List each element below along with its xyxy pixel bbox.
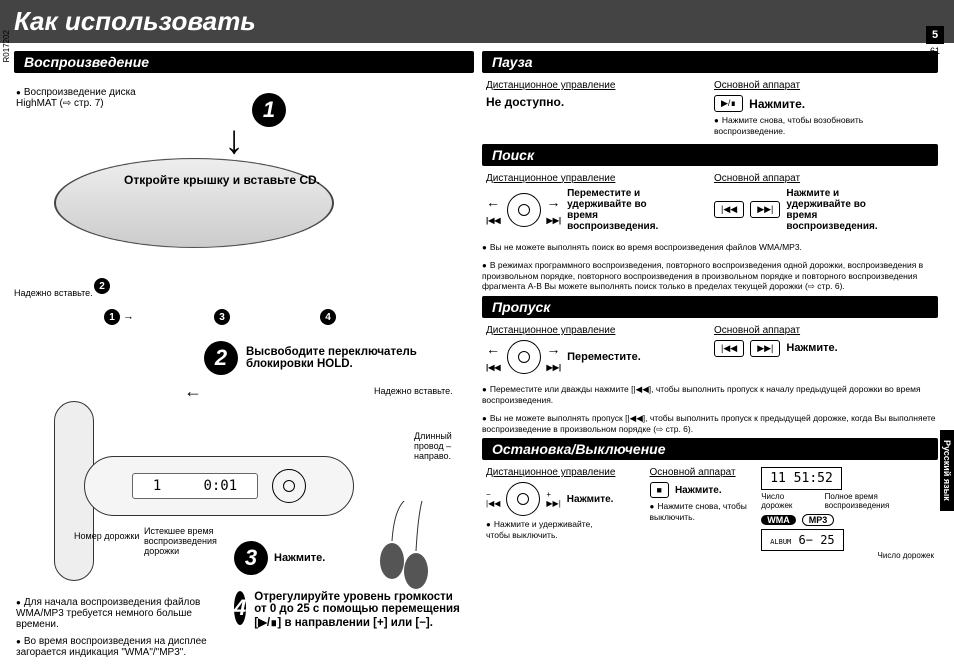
mp3-badge: MP3 xyxy=(802,514,835,526)
stop-header: Остановка/Выключение xyxy=(482,438,938,460)
album-value: 6− 25 xyxy=(799,533,835,547)
arrow-down-icon: ↓ xyxy=(224,118,244,163)
playback-header: Воспроизведение xyxy=(14,51,474,73)
pause-remote-text: Не доступно. xyxy=(486,95,706,109)
remote-col-h2: Дистанционное управление xyxy=(486,173,706,184)
insert-firmly2-label: Надежно вставьте. xyxy=(374,386,453,396)
total-time-label: Полное время воспроизведения xyxy=(825,492,934,510)
minus-label: −|◀◀ xyxy=(486,490,500,508)
language-tab: Русский язык xyxy=(940,430,954,511)
album-display: ALBUM 6− 25 xyxy=(761,529,843,551)
stop-remote-text: Нажмите. xyxy=(567,494,614,505)
insert-firmly-label: Надежно вставьте. xyxy=(14,288,93,298)
skip-main-text: Нажмите. xyxy=(786,342,837,354)
remote-display: 1 0:01 xyxy=(132,473,258,499)
next-button-icon: ▶▶| xyxy=(750,201,780,218)
skip-remote-text: Переместите. xyxy=(567,351,641,363)
wma-note1: Для начала воспроизведения файлов WMA/MP… xyxy=(16,597,212,630)
elapsed-time: 0:01 xyxy=(203,478,237,494)
wma-badge: WMA xyxy=(761,515,796,525)
arrow-right-skip-icon: →▶▶| xyxy=(547,341,562,373)
remote-col-h4: Дистанционное управление xyxy=(486,467,642,478)
cd-player-illustration xyxy=(54,158,334,248)
elapsed-label: Истекшее время воспроизведения дорожки xyxy=(144,526,244,556)
stop-display: 11 51:52 xyxy=(761,467,842,490)
main-col-h4: Основной аппарат xyxy=(650,467,754,478)
remote-control: 1 0:01 xyxy=(84,456,354,516)
search-main-text: Нажмите и удерживайте во время воспроизв… xyxy=(786,188,886,232)
album-label: ALBUM xyxy=(770,538,791,546)
main-col-h3: Основной аппарат xyxy=(714,325,934,336)
arrow-left-skip-icon: ←|◀◀ xyxy=(486,341,501,373)
step3-text: Нажмите. xyxy=(274,552,325,564)
search-fine2: В режимах программного воспроизведения, … xyxy=(482,260,938,292)
long-wire-label: Длинный провод – направо. xyxy=(414,431,469,461)
page-number-box: 5 xyxy=(926,26,944,44)
joypad-skip-icon xyxy=(507,340,541,374)
marker-3: 3 xyxy=(214,309,230,325)
next-button-skip-icon: ▶▶| xyxy=(750,340,780,357)
stop-again-note: Нажмите снова, чтобы выключить. xyxy=(650,501,750,523)
search-remote-text: Переместите и удерживайте во время воспр… xyxy=(567,188,677,232)
main-col-h1: Основной аппарат xyxy=(714,80,934,91)
stop-button-icon: ■ xyxy=(650,482,669,498)
stop-hold-note: Нажмите и удерживайте, чтобы выключить. xyxy=(486,519,596,541)
step-4: 4 xyxy=(234,591,246,625)
play-pause-button-icon: ▶/∎ xyxy=(714,95,743,112)
joypad-stop-icon xyxy=(506,482,540,516)
cd-diagram: ↓ 1 Откройте крышку и вставьте CD. Надеж… xyxy=(14,73,474,333)
joypad-search-icon xyxy=(507,193,541,227)
plus-label: +▶▶| xyxy=(546,490,560,508)
arrow-right-search-icon: →▶▶| xyxy=(547,194,562,226)
pause-main-text: Нажмите. xyxy=(749,97,805,111)
skip-fine1: Переместите или дважды нажмите [|◀◀], чт… xyxy=(482,384,938,406)
remote-col-h1: Дистанционное управление xyxy=(486,80,706,91)
search-header: Поиск xyxy=(482,144,938,166)
prev-button-icon: |◀◀ xyxy=(714,201,744,218)
search-fine1: Вы не можете выполнять поиск во время во… xyxy=(482,242,938,253)
remote-col-h3: Дистанционное управление xyxy=(486,325,706,336)
earbuds-illustration xyxy=(374,501,434,601)
step2-text: Высвободите переключатель блокировки HOL… xyxy=(246,346,446,370)
step-1: 1 xyxy=(252,93,286,127)
wma-note2: Во время воспроизведения на дисплее заго… xyxy=(16,636,212,658)
page-number-small: 61 xyxy=(930,46,940,56)
marker-2: 2 xyxy=(94,278,110,294)
step4-text: Отрегулируйте уровень громкости от 0 до … xyxy=(254,591,464,629)
arrow-left-search-icon: ←|◀◀ xyxy=(486,194,501,226)
step-2: 2 xyxy=(204,341,238,375)
step-3: 3 xyxy=(234,541,268,575)
skip-header: Пропуск xyxy=(482,296,938,318)
remote-joypad-icon xyxy=(272,469,306,503)
tracks-label2: Число дорожек xyxy=(761,551,934,560)
pause-header: Пауза xyxy=(482,51,938,73)
tracks-label: Число дорожек xyxy=(761,492,812,510)
main-col-h2: Основной аппарат xyxy=(714,173,934,184)
page-title: Как использовать xyxy=(0,0,954,43)
marker-1: 1 → xyxy=(104,309,134,325)
marker-4: 4 xyxy=(320,309,336,325)
prev-button-skip-icon: |◀◀ xyxy=(714,340,744,357)
skip-fine2: Вы не можете выполнять пропуск [|◀◀], чт… xyxy=(482,413,938,435)
track-number: 1 xyxy=(153,478,161,494)
step1-text: Откройте крышку и вставьте CD. xyxy=(124,173,320,187)
track-num-label: Номер дорожки xyxy=(74,531,139,541)
arrow-left-icon: ← xyxy=(184,381,202,402)
pause-note: Нажмите снова, чтобы возобновить воспрои… xyxy=(714,115,934,137)
doc-code: R017202 xyxy=(2,30,11,62)
stop-main-text: Нажмите. xyxy=(675,485,722,496)
